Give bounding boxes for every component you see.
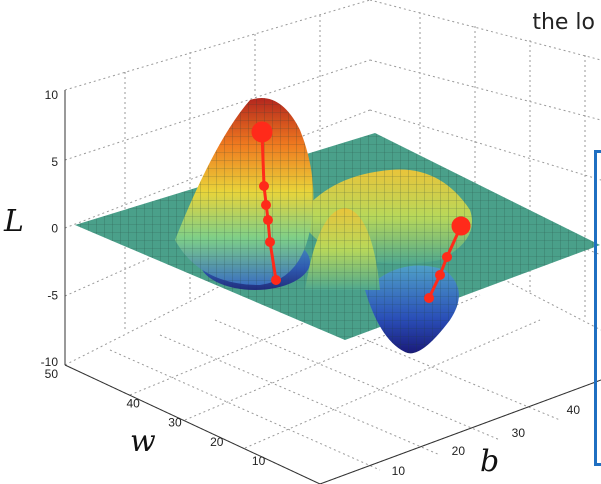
b-axis-label: b [480, 444, 500, 479]
z-axis-label: L [4, 204, 24, 239]
highlight-box [594, 150, 601, 466]
w-tick-label: 50 [45, 367, 59, 381]
descent-path-right [424, 216, 471, 303]
w-tick-label: 10 [252, 454, 266, 468]
z-axis-ticks: 10 5 0 -5 -10 [41, 88, 59, 369]
w-axis-label: w [130, 424, 156, 459]
b-tick-label: 40 [567, 403, 581, 417]
z-tick-label: -10 [41, 355, 59, 369]
descent-path-left [251, 121, 281, 285]
z-tick-label: -5 [47, 288, 58, 302]
caption-text: the lo [532, 10, 595, 35]
z-tick-label: 0 [51, 222, 58, 236]
b-tick-label: 30 [512, 426, 526, 440]
z-tick-label: 10 [45, 88, 59, 102]
z-tick-label: 5 [51, 155, 58, 169]
b-tick-label: 10 [392, 464, 406, 478]
w-axis-ticks: 50 40 30 20 10 [45, 367, 266, 468]
w-tick-label: 30 [168, 416, 182, 430]
w-tick-label: 40 [126, 396, 140, 410]
w-tick-label: 20 [210, 435, 224, 449]
b-tick-label: 20 [452, 444, 466, 458]
b-axis-ticks: 10 20 30 40 [392, 403, 581, 478]
